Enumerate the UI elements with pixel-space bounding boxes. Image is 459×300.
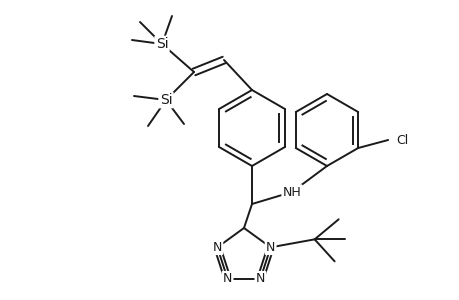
Text: N: N — [255, 272, 264, 285]
Text: Si: Si — [159, 93, 172, 107]
Text: N: N — [265, 241, 275, 254]
Text: NH: NH — [282, 185, 301, 199]
Text: N: N — [212, 241, 222, 254]
Text: Cl: Cl — [395, 134, 408, 146]
Text: N: N — [222, 272, 232, 285]
Text: Si: Si — [155, 37, 168, 51]
